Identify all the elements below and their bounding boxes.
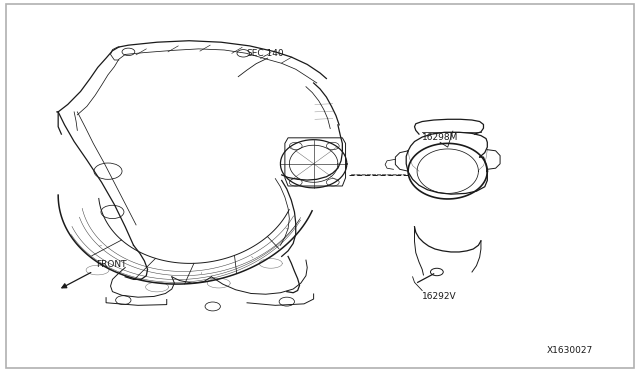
Text: SEC.140: SEC.140 (246, 49, 284, 58)
Text: 16292V: 16292V (422, 292, 457, 301)
Text: X1630027: X1630027 (547, 346, 593, 355)
Text: FRONT: FRONT (97, 260, 127, 269)
Text: 16298M: 16298M (422, 132, 458, 141)
